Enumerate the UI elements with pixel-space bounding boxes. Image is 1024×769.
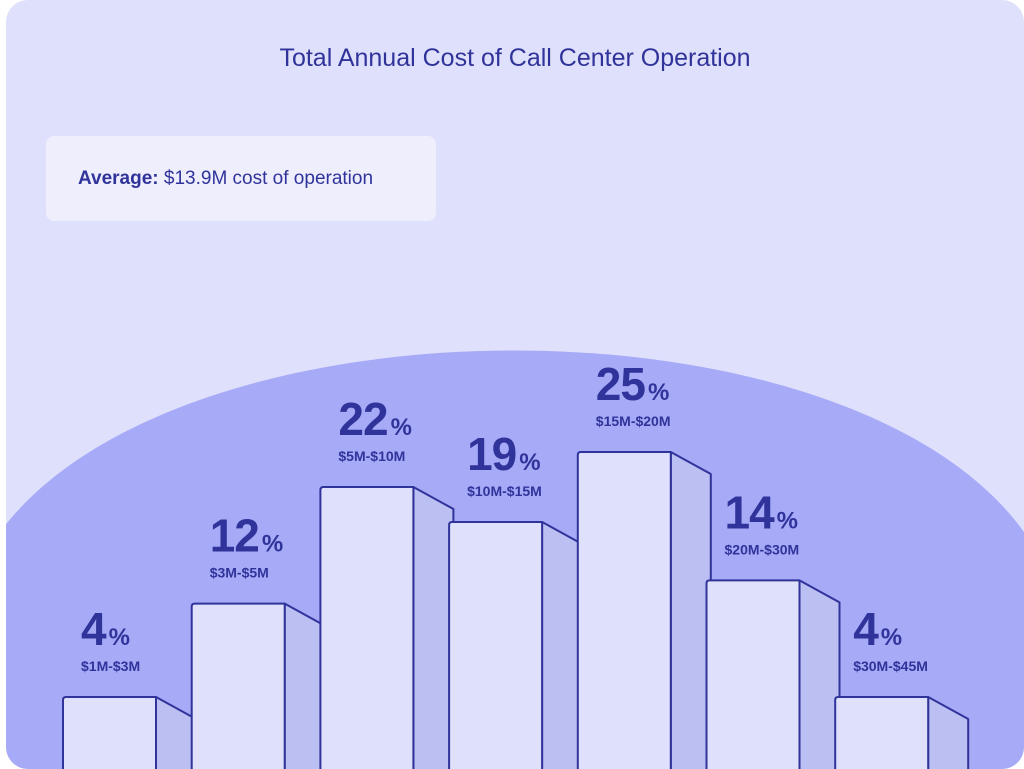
bar-side [669, 451, 712, 769]
bar-category-label: $5M-$10M [338, 448, 405, 464]
bar-side [541, 521, 584, 769]
average-label: Average: [78, 168, 159, 189]
bar-value-label: 22% [338, 393, 412, 445]
bar-value-label: 19% [467, 428, 541, 480]
average-value: $13.9M cost of operation [163, 168, 374, 189]
bar-category-label: $1M-$3M [81, 658, 140, 674]
chart-title: Total Annual Cost of Call Center Operati… [279, 44, 751, 72]
bar-value-label: 4% [853, 603, 902, 655]
bar [705, 579, 801, 769]
bar-side [283, 602, 326, 769]
bar [319, 486, 415, 769]
bar-category-label: $30M-$45M [853, 658, 928, 674]
bar-category-label: $15M-$20M [596, 413, 671, 429]
bar-value-label: 25% [596, 358, 670, 410]
average-callout: Average: $13.9M cost of operation [46, 136, 436, 221]
bar [834, 696, 930, 769]
bar-category-label: $10M-$15M [467, 483, 542, 499]
bar-category-label: $20M-$30M [725, 541, 800, 557]
bar [62, 696, 157, 769]
bar-value-label: 4% [81, 603, 130, 655]
bar-value-label: 12% [210, 510, 284, 562]
bar [576, 451, 672, 769]
bar-category-label: $3M-$5M [210, 565, 269, 581]
bar [448, 521, 544, 769]
bar-side [798, 579, 841, 769]
bar [190, 602, 286, 769]
bar-side [412, 486, 455, 769]
bar-value-label: 14% [725, 486, 799, 538]
